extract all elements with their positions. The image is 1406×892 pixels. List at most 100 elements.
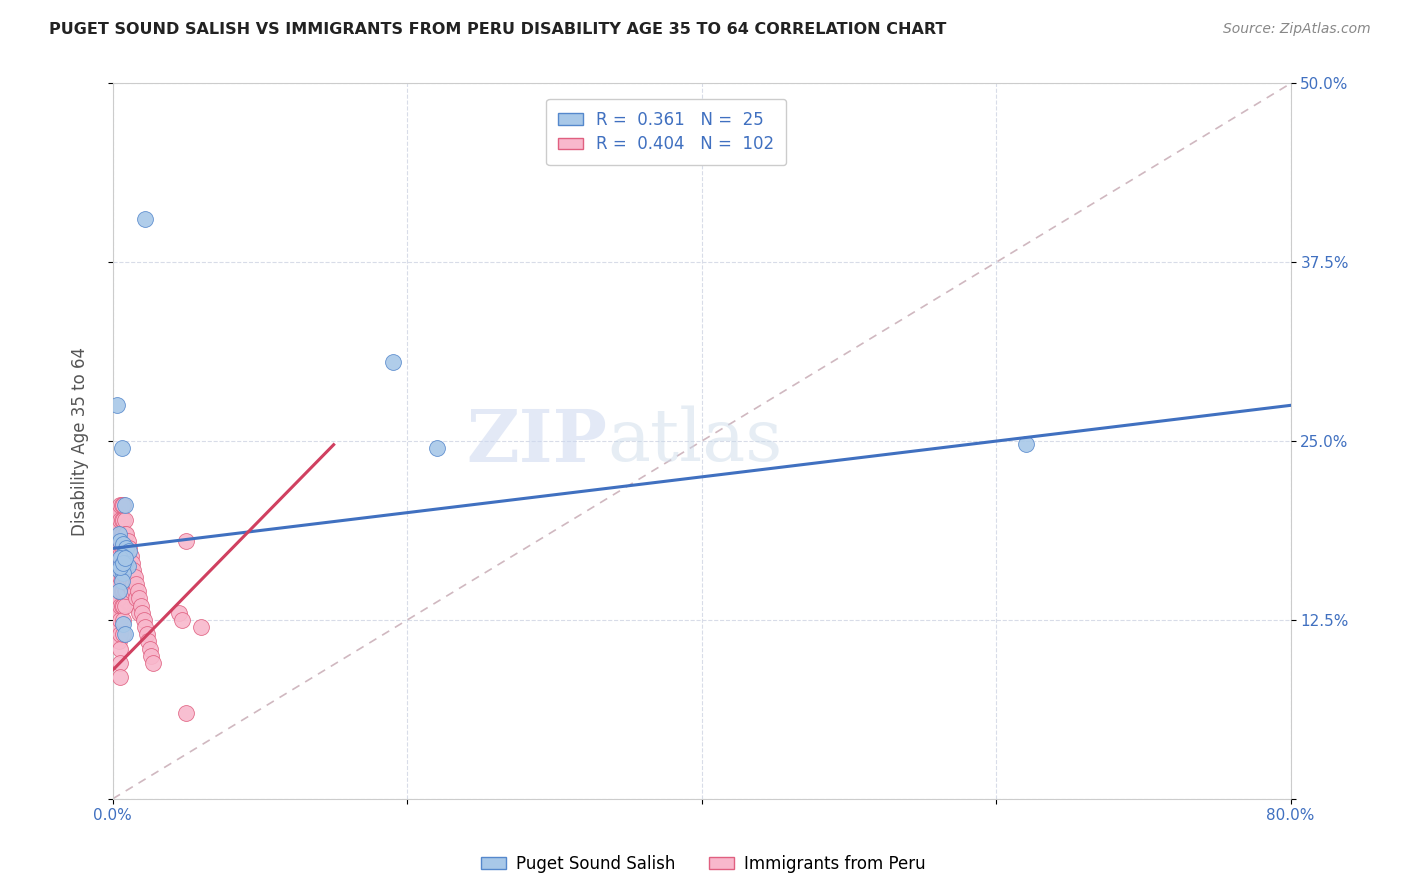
Point xyxy=(107,591,129,606)
Point xyxy=(114,627,136,641)
Point xyxy=(112,570,135,584)
Point xyxy=(176,534,198,549)
Point xyxy=(112,556,135,570)
Point xyxy=(104,563,127,577)
Point xyxy=(107,520,129,534)
Point xyxy=(190,620,212,634)
Point xyxy=(107,527,129,541)
Point xyxy=(115,527,138,541)
Point xyxy=(105,541,128,556)
Point xyxy=(115,584,138,599)
Point xyxy=(107,534,129,549)
Point xyxy=(112,617,135,632)
Point xyxy=(381,355,404,369)
Point xyxy=(105,570,128,584)
Point xyxy=(108,513,131,527)
Point xyxy=(114,551,136,566)
Point xyxy=(134,212,156,227)
Point xyxy=(111,513,134,527)
Point xyxy=(170,613,193,627)
Y-axis label: Disability Age 35 to 64: Disability Age 35 to 64 xyxy=(72,347,89,535)
Point xyxy=(114,570,136,584)
Point xyxy=(117,563,139,577)
Point xyxy=(128,591,150,606)
Point xyxy=(128,606,150,620)
Point xyxy=(125,591,148,606)
Point xyxy=(108,570,131,584)
Point xyxy=(114,599,136,613)
Point xyxy=(120,563,142,577)
Point xyxy=(107,563,129,577)
Point xyxy=(135,627,157,641)
Point xyxy=(111,541,134,556)
Point xyxy=(118,541,141,556)
Text: ZIP: ZIP xyxy=(467,406,607,476)
Point xyxy=(108,499,131,513)
Point xyxy=(105,606,128,620)
Point xyxy=(176,706,198,720)
Point xyxy=(103,541,125,556)
Point xyxy=(121,556,143,570)
Point xyxy=(122,563,145,577)
Point xyxy=(114,541,136,556)
Point xyxy=(103,563,125,577)
Point xyxy=(107,549,129,563)
Point xyxy=(111,556,134,570)
Point xyxy=(105,527,128,541)
Point xyxy=(112,584,135,599)
Point xyxy=(108,656,131,670)
Point xyxy=(108,627,131,641)
Point xyxy=(104,506,127,520)
Point xyxy=(112,513,135,527)
Point xyxy=(111,442,134,456)
Point xyxy=(138,641,160,656)
Point xyxy=(120,549,142,563)
Point xyxy=(132,613,155,627)
Point xyxy=(426,442,449,456)
Point xyxy=(108,527,131,541)
Point xyxy=(112,566,135,580)
Point xyxy=(142,656,165,670)
Point xyxy=(108,641,131,656)
Point xyxy=(111,499,134,513)
Point xyxy=(108,584,131,599)
Point xyxy=(104,541,127,556)
Point xyxy=(114,499,136,513)
Point xyxy=(111,584,134,599)
Point xyxy=(167,606,190,620)
Point xyxy=(117,558,139,573)
Point xyxy=(104,527,127,541)
Point xyxy=(125,577,148,591)
Point xyxy=(107,584,129,599)
Point xyxy=(107,577,129,591)
Point xyxy=(105,398,128,412)
Text: atlas: atlas xyxy=(607,406,783,476)
Point xyxy=(112,599,135,613)
Point xyxy=(129,599,152,613)
Point xyxy=(108,534,131,549)
Text: Source: ZipAtlas.com: Source: ZipAtlas.com xyxy=(1223,22,1371,37)
Point xyxy=(114,527,136,541)
Point xyxy=(117,577,139,591)
Point xyxy=(108,560,131,574)
Point xyxy=(112,627,135,641)
Point xyxy=(111,527,134,541)
Point xyxy=(103,591,125,606)
Point xyxy=(124,584,146,599)
Point xyxy=(117,549,139,563)
Point xyxy=(118,544,141,558)
Point xyxy=(107,634,129,648)
Point xyxy=(139,648,162,663)
Point xyxy=(118,556,141,570)
Point xyxy=(105,513,128,527)
Point xyxy=(107,606,129,620)
Point xyxy=(121,584,143,599)
Point xyxy=(112,613,135,627)
Legend: Puget Sound Salish, Immigrants from Peru: Puget Sound Salish, Immigrants from Peru xyxy=(474,848,932,880)
Point xyxy=(108,599,131,613)
Point xyxy=(115,556,138,570)
Point xyxy=(115,541,138,556)
Point xyxy=(107,506,129,520)
Point xyxy=(108,670,131,684)
Point xyxy=(112,499,135,513)
